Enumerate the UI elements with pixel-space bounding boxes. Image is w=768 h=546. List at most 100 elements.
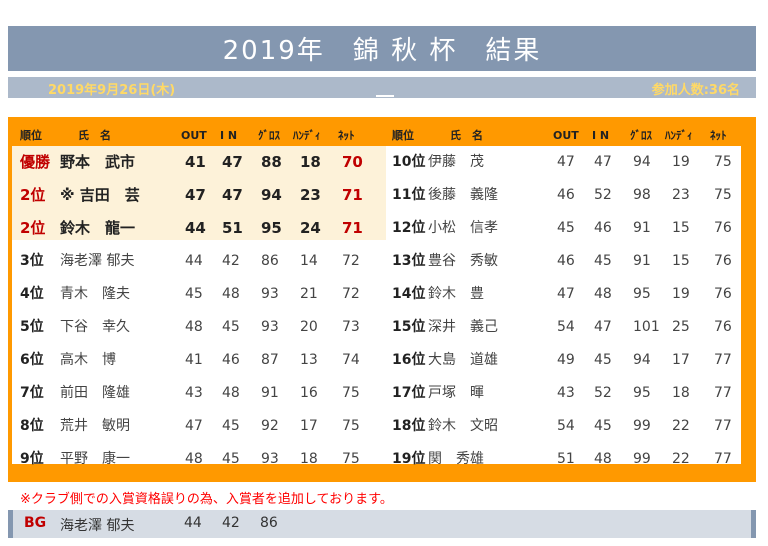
cell-name: 下谷 幸久 [60,319,130,335]
header-gross: ｸﾞﾛｽ [630,129,652,142]
cell-net: 76 [714,253,732,269]
cell-out: 47 [185,186,206,204]
cell-handi: 20 [300,319,318,335]
cell-net: 73 [342,319,360,335]
header-out: OUT [553,129,579,142]
cell-out: 47 [557,286,575,302]
cell-gross: 95 [633,286,651,302]
cell-in: 51 [222,219,243,237]
cell-name: ※ 吉田 芸 [60,186,140,204]
results-column-left: 順位 氏 名 OUT I N ｸﾞﾛｽ ﾊﾝﾃﾞｨ ﾈｯﾄ 優勝 野本 武市 41 47 88 18 70… [20,126,390,476]
cell-rank: 12位 [392,220,426,236]
cell-rank: 10位 [392,154,426,170]
table-row: 8位 荒井 敏明 47 45 92 17 75 [20,410,390,443]
cell-handi: 19 [672,154,690,170]
cell-in: 52 [594,385,612,401]
table-row: 3位 海老澤 郁夫 44 42 86 14 72 [20,245,390,278]
divider-mark [376,95,394,97]
cell-rank: 5位 [20,319,44,335]
cell-handi: 23 [672,187,690,203]
cell-in: 45 [222,418,240,434]
header-handi: ﾊﾝﾃﾞｨ [293,129,321,142]
cell-in: 47 [222,186,243,204]
cell-rank: 11位 [392,187,426,203]
cell-handi: 13 [300,352,318,368]
cell-gross: 91 [261,385,279,401]
cell-out: 51 [557,451,575,467]
cell-gross: 101 [633,319,660,335]
cell-name: 関 秀雄 [428,451,484,467]
cell-rank: 15位 [392,319,426,335]
cell-gross: 95 [261,219,282,237]
header-gross: ｸﾞﾛｽ [258,129,280,142]
table-row: 優勝 野本 武市 41 47 88 18 70 [20,146,390,179]
footnote: ※クラブ側での入賞資格誤りの為、入賞者を追加しております。 [20,492,393,507]
page-title: 2019年 錦 秋 杯 結果 [222,36,542,66]
cell-gross: 95 [633,385,651,401]
cell-net: 76 [714,319,732,335]
cell-net: 74 [342,352,360,368]
cell-handi: 17 [672,352,690,368]
cell-out: 44 [185,253,203,269]
cell-out: 45 [557,220,575,236]
cell-net: 75 [714,187,732,203]
cell-rank: 4位 [20,286,44,302]
cell-gross: 93 [261,319,279,335]
cell-name: 平野 康一 [60,451,130,467]
cell-rank: 9位 [20,451,44,467]
cell-name: 深井 義己 [428,319,498,335]
cell-in: 47 [222,153,243,171]
cell-rank: 14位 [392,286,426,302]
cell-net: 75 [342,385,360,401]
cell-in: 42 [222,253,240,269]
header-rank: 順位 [20,129,42,142]
table-row: 17位 戸塚 暉 43 52 95 18 77 [392,377,762,410]
header-in: I N [220,129,238,142]
header-handi: ﾊﾝﾃﾞｨ [665,129,693,142]
table-row: 2位 鈴木 龍一 44 51 95 24 71 [20,212,390,245]
cell-in: 47 [594,319,612,335]
cell-gross: 99 [633,418,651,434]
cell-rank: 2位 [20,219,46,237]
cell-rank: 19位 [392,451,426,467]
cell-net: 70 [342,153,363,171]
cell-handi: 18 [300,451,318,467]
cell-rank: 6位 [20,352,44,368]
cell-in: 48 [594,451,612,467]
table-row: 7位 前田 隆雄 43 48 91 16 75 [20,377,390,410]
cell-rank: 3位 [20,253,44,269]
accent-bar-right [751,510,756,538]
cell-gross: 93 [261,451,279,467]
table-row: 15位 深井 義己 54 47 101 25 76 [392,311,762,344]
header-net: ﾈｯﾄ [338,129,355,142]
table-row: 4位 青木 隆夫 45 48 93 21 72 [20,278,390,311]
bg-name: 海老澤 郁夫 [60,518,135,534]
participant-count: 参加人数:36名 [651,83,740,98]
cell-net: 77 [714,352,732,368]
cell-net: 75 [342,418,360,434]
cell-out: 43 [185,385,203,401]
cell-rank: 17位 [392,385,426,401]
table-row: 12位 小松 信孝 45 46 91 15 76 [392,212,762,245]
cell-in: 48 [222,286,240,302]
cell-out: 48 [185,319,203,335]
cell-handi: 24 [300,219,321,237]
cell-name: 青木 隆夫 [60,286,130,302]
cell-gross: 88 [261,153,282,171]
cell-out: 43 [557,385,575,401]
header-name: 氏 名 [78,129,111,142]
cell-in: 47 [594,154,612,170]
cell-out: 49 [557,352,575,368]
cell-net: 77 [714,385,732,401]
cell-name: 海老澤 郁夫 [60,253,135,269]
cell-net: 71 [342,219,363,237]
table-row: 16位 大島 道雄 49 45 94 17 77 [392,344,762,377]
cell-handi: 25 [672,319,690,335]
cell-rank: 8位 [20,418,44,434]
cell-gross: 91 [633,220,651,236]
cell-gross: 94 [261,186,282,204]
cell-in: 46 [594,220,612,236]
cell-rank: 7位 [20,385,44,401]
cell-out: 47 [557,154,575,170]
cell-gross: 87 [261,352,279,368]
